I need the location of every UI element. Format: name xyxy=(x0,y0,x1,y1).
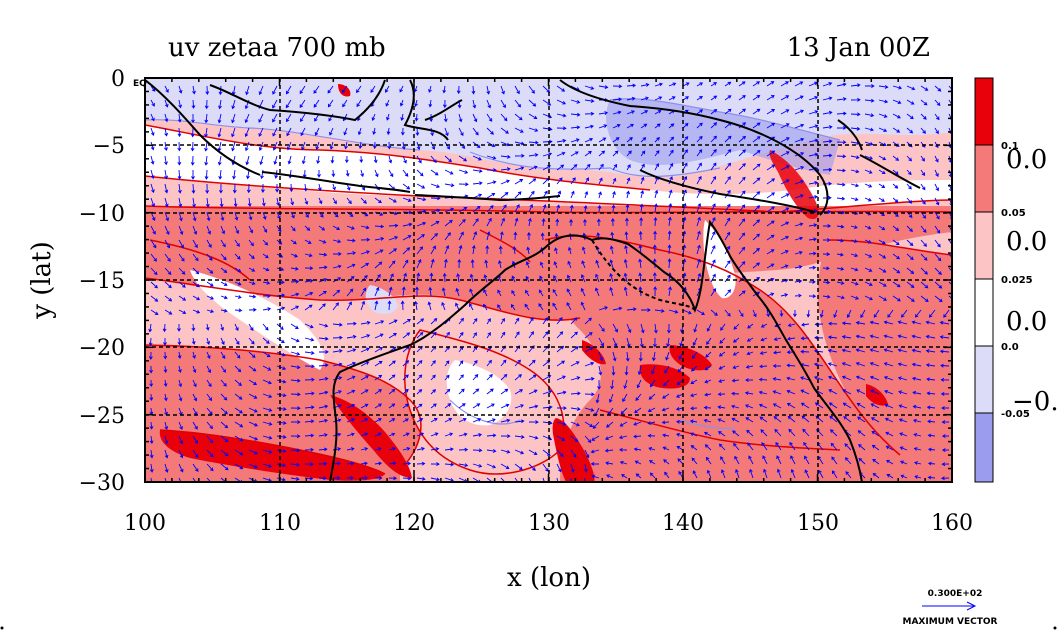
region-strong-red-east xyxy=(866,384,888,406)
x-tick-label: 140 xyxy=(662,511,704,536)
coast-lesser-sunda xyxy=(414,194,561,202)
region-strong-red-low-3 xyxy=(582,340,606,365)
coast-bismarck xyxy=(837,119,921,189)
chart-title-left: uv zetaa 700 mb xyxy=(168,33,386,63)
grid xyxy=(145,78,952,482)
colorbar-swatch-mid-blue xyxy=(974,412,994,483)
tick-marks xyxy=(144,77,953,483)
colorbar-label: -0.05 xyxy=(1001,409,1030,420)
y-tick-label: −15 xyxy=(79,269,125,294)
colorbar-label: 0.1 xyxy=(1001,141,1019,152)
x-tick-labels: 100 110 120 130 140 150 160 xyxy=(124,511,973,536)
x-tick-label: 130 xyxy=(528,511,570,536)
y-tick-labels: 0 −5 −10 −15 −20 −25 −30 xyxy=(79,67,125,496)
x-tick-label: 100 xyxy=(124,511,166,536)
coast-new-guinea xyxy=(559,79,829,216)
region-white-band-north xyxy=(145,125,952,212)
corner-dot xyxy=(0,626,4,630)
colorbar-swatch-light-blue xyxy=(974,345,994,414)
coastlines xyxy=(145,79,921,482)
colorbar-swatch-light-red xyxy=(974,211,994,280)
colorbar-overlay-label: 0.0 xyxy=(1006,227,1047,257)
y-tick-label: −25 xyxy=(79,404,125,429)
colorbar-overlay-label: 0.0 xyxy=(1006,145,1047,175)
vorticity-field xyxy=(145,78,952,482)
colorbar-swatch-mid-red xyxy=(974,144,994,213)
vector-legend-arrowhead xyxy=(966,601,977,611)
colorbar-label: 0.05 xyxy=(1001,208,1026,219)
y-tick-label: −10 xyxy=(79,202,125,227)
x-axis-label: x (lon) xyxy=(507,563,591,593)
wind-vector-arrows xyxy=(148,81,952,482)
region-blue-interior-west xyxy=(365,285,398,314)
vector-legend-value: 0.300E+02 xyxy=(928,589,983,599)
region-mid-red-interior xyxy=(544,235,900,482)
colorbar-overlay-label: 0.0 xyxy=(1006,307,1047,337)
y-tick-label: 0 xyxy=(111,67,125,92)
x-tick-label: 110 xyxy=(259,511,301,536)
y-tick-label: −5 xyxy=(93,134,125,159)
coast-australia xyxy=(329,219,863,482)
region-strong-red-ng xyxy=(769,150,819,220)
chart-title-right: 13 Jan 00Z xyxy=(787,33,930,63)
region-strong-red-southwest xyxy=(159,430,385,481)
coast-carpentaria xyxy=(591,239,696,311)
coast-borneo xyxy=(209,79,386,122)
colorbar: 0.1 0.05 0.025 0.0 -0.05 0.0 0.0 0.0 −0. xyxy=(974,77,1058,483)
corner-dot xyxy=(1053,626,1057,630)
x-tick-label: 150 xyxy=(797,511,839,536)
region-white-west-coast xyxy=(190,270,324,370)
colorbar-label: 0.025 xyxy=(1001,275,1033,286)
colorbar-swatch-strong-red xyxy=(974,77,994,146)
vector-legend: 0.300E+02 MAXIMUM VECTOR xyxy=(902,589,997,627)
colorbar-label: 0.0 xyxy=(1001,342,1019,353)
region-strong-red-low-2 xyxy=(669,345,712,371)
colorbar-swatch-white xyxy=(974,278,994,347)
y-top-annotation: EQ xyxy=(133,79,147,89)
y-tick-label: −20 xyxy=(79,336,125,361)
x-tick-label: 120 xyxy=(393,511,435,536)
x-tick-label: 160 xyxy=(931,511,973,536)
region-strong-red-low-1 xyxy=(639,364,690,389)
wind-vectors xyxy=(148,81,952,482)
y-axis-label: y (lat) xyxy=(27,241,57,320)
vector-legend-label: MAXIMUM VECTOR xyxy=(902,617,997,627)
coast-sumatra xyxy=(145,79,261,176)
colorbar-overlay-label: −0. xyxy=(1012,387,1058,417)
y-tick-label: −30 xyxy=(79,471,125,496)
coast-java xyxy=(261,171,411,193)
